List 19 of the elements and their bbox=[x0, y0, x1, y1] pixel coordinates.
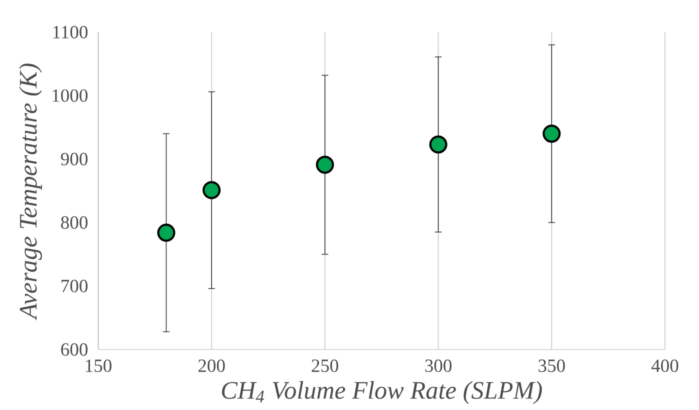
y-tick-label: 1100 bbox=[53, 26, 88, 38]
x-tick-label: 350 bbox=[538, 360, 565, 372]
y-tick-label: 900 bbox=[60, 152, 88, 166]
point bbox=[429, 135, 448, 154]
x-tick-label: 400 bbox=[651, 360, 678, 372]
point bbox=[157, 224, 176, 242]
y-tick-label: 800 bbox=[61, 216, 88, 229]
y-axis-title: Average Temperature (K) bbox=[19, 64, 42, 320]
point bbox=[316, 156, 334, 174]
point bbox=[202, 181, 221, 200]
x-tick-label: 200 bbox=[198, 360, 225, 372]
y-tick-label: 1000 bbox=[52, 89, 88, 102]
x-tick-label: 300 bbox=[425, 360, 452, 372]
point bbox=[542, 124, 561, 143]
y-tick-label: 700 bbox=[62, 280, 88, 292]
y-tick-label: 600 bbox=[61, 343, 88, 356]
x-tick-label: 250 bbox=[312, 360, 338, 372]
x-tick-label: 150 bbox=[86, 360, 112, 372]
x-axis-title: CH$_{4}$ Volume Flow Rate (SLPM) bbox=[222, 381, 542, 404]
